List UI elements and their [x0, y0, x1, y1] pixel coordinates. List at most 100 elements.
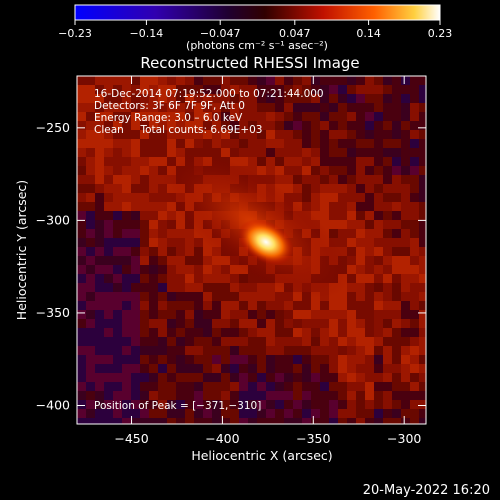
annotation-peak-position: Position of Peak = [−371,−310]	[94, 400, 261, 412]
heatmap-cell	[113, 292, 122, 301]
heatmap-cell	[140, 229, 149, 238]
heatmap-cell	[419, 202, 426, 211]
heatmap-cell	[194, 355, 203, 364]
heatmap-cell	[185, 310, 194, 319]
heatmap-cell	[185, 391, 194, 400]
heatmap-cell	[86, 130, 95, 139]
heatmap-cell	[374, 283, 383, 292]
heatmap-cell	[122, 310, 131, 319]
heatmap-cell	[266, 409, 275, 418]
heatmap-cell	[86, 211, 95, 220]
heatmap-cell	[365, 184, 374, 193]
heatmap-cell	[230, 364, 239, 373]
heatmap-cell	[212, 310, 221, 319]
heatmap-cell	[203, 112, 212, 121]
heatmap-cell	[365, 301, 374, 310]
heatmap-cell	[113, 283, 122, 292]
heatmap-cell	[149, 94, 158, 103]
heatmap-cell	[419, 418, 426, 424]
heatmap-cell	[167, 112, 176, 121]
heatmap-cell	[383, 103, 392, 112]
heatmap-cell	[95, 211, 104, 220]
heatmap-cell	[248, 310, 257, 319]
heatmap-cell	[122, 418, 131, 424]
heatmap-cell	[176, 391, 185, 400]
heatmap-cell	[248, 400, 257, 409]
heatmap-cell	[104, 400, 113, 409]
heatmap-cell	[86, 355, 95, 364]
heatmap-cell	[374, 121, 383, 130]
heatmap-cell	[284, 418, 293, 424]
heatmap-cell	[320, 166, 329, 175]
heatmap-cell	[374, 238, 383, 247]
heatmap-cell	[113, 193, 122, 202]
heatmap-cell	[149, 328, 158, 337]
heatmap-cell	[131, 409, 140, 418]
heatmap-cell	[257, 346, 266, 355]
heatmap-cell	[257, 121, 266, 130]
heatmap-cell	[230, 139, 239, 148]
heatmap-cell	[158, 202, 167, 211]
heatmap-cell	[419, 409, 426, 418]
heatmap-cell	[122, 148, 131, 157]
heatmap-cell	[311, 193, 320, 202]
heatmap-cell	[77, 94, 86, 103]
heatmap-cell	[248, 112, 257, 121]
heatmap-cell	[239, 112, 248, 121]
heatmap-cell	[131, 139, 140, 148]
heatmap-cell	[392, 157, 401, 166]
heatmap-cell	[392, 166, 401, 175]
heatmap-cell	[419, 121, 426, 130]
heatmap-cell	[221, 76, 230, 85]
heatmap-cell	[212, 76, 221, 85]
heatmap-cell	[374, 400, 383, 409]
heatmap-cell	[95, 391, 104, 400]
heatmap-cell	[401, 211, 410, 220]
heatmap-cell	[140, 157, 149, 166]
heatmap-cell	[230, 355, 239, 364]
heatmap-cell	[86, 184, 95, 193]
heatmap-cell	[392, 211, 401, 220]
heatmap-cell	[374, 364, 383, 373]
heatmap-cell	[131, 85, 140, 94]
heatmap-cell	[77, 229, 86, 238]
heatmap-cell	[419, 355, 426, 364]
heatmap-cell	[221, 319, 230, 328]
heatmap-cell	[104, 175, 113, 184]
heatmap-cell	[320, 310, 329, 319]
heatmap-cell	[203, 400, 212, 409]
heatmap-cell	[347, 328, 356, 337]
heatmap-cell	[158, 301, 167, 310]
heatmap-cell	[230, 292, 239, 301]
heatmap-cell	[275, 337, 284, 346]
heatmap-cell	[140, 238, 149, 247]
heatmap-cell	[284, 184, 293, 193]
heatmap-cell	[122, 157, 131, 166]
heatmap-cell	[185, 346, 194, 355]
heatmap-cell	[131, 148, 140, 157]
heatmap-cell	[194, 94, 203, 103]
heatmap-cell	[320, 193, 329, 202]
heatmap-cell	[221, 274, 230, 283]
heatmap-cell	[293, 391, 302, 400]
heatmap-cell	[158, 148, 167, 157]
heatmap-cell	[293, 382, 302, 391]
heatmap-cell	[140, 310, 149, 319]
heatmap-cell	[149, 229, 158, 238]
heatmap-cell	[338, 364, 347, 373]
heatmap-cell	[167, 364, 176, 373]
heatmap-cell	[257, 391, 266, 400]
heatmap-cell	[257, 103, 266, 112]
heatmap-cell	[86, 94, 95, 103]
heatmap-cell	[410, 355, 419, 364]
heatmap-cell	[167, 409, 176, 418]
heatmap-cell	[374, 382, 383, 391]
heatmap-cell	[230, 310, 239, 319]
heatmap-cell	[257, 112, 266, 121]
heatmap-cell	[275, 85, 284, 94]
heatmap-cell	[167, 121, 176, 130]
heatmap-cell	[77, 265, 86, 274]
heatmap-cell	[230, 409, 239, 418]
heatmap-cell	[365, 220, 374, 229]
heatmap-cell	[284, 373, 293, 382]
